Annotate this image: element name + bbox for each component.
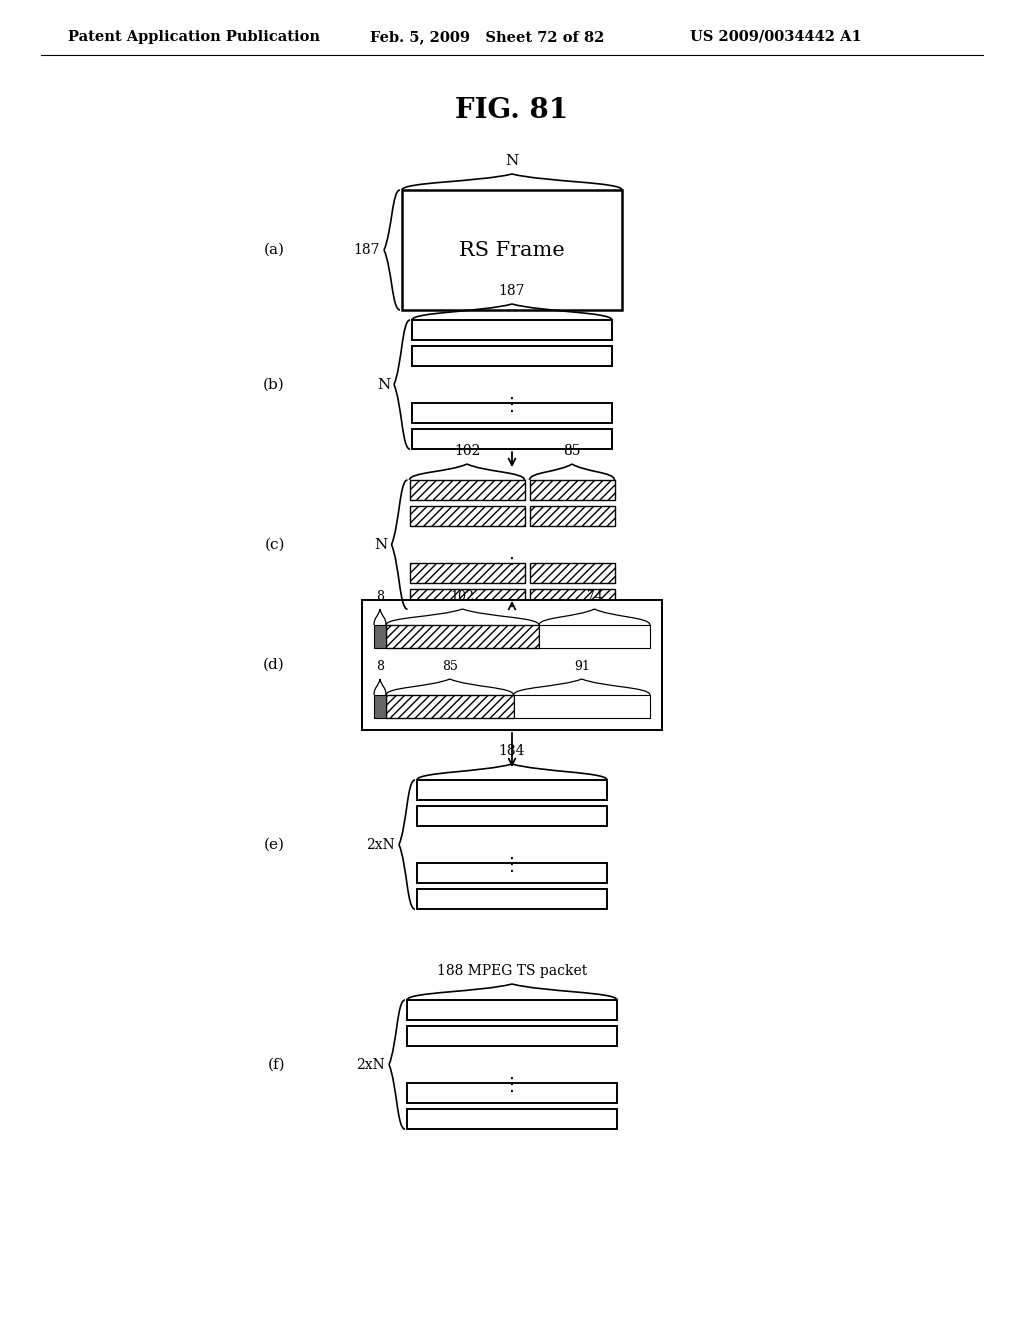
FancyBboxPatch shape xyxy=(412,403,612,424)
FancyBboxPatch shape xyxy=(529,480,614,500)
Text: (f): (f) xyxy=(267,1057,285,1072)
FancyBboxPatch shape xyxy=(410,480,524,500)
Text: 102: 102 xyxy=(454,444,480,458)
Text: Patent Application Publication: Patent Application Publication xyxy=(68,30,319,44)
Text: 85: 85 xyxy=(563,444,581,458)
FancyBboxPatch shape xyxy=(417,807,607,826)
Text: Feb. 5, 2009   Sheet 72 of 82: Feb. 5, 2009 Sheet 72 of 82 xyxy=(370,30,604,44)
FancyBboxPatch shape xyxy=(412,346,612,366)
Text: (b): (b) xyxy=(263,378,285,392)
Text: 188 MPEG TS packet: 188 MPEG TS packet xyxy=(437,964,587,978)
FancyBboxPatch shape xyxy=(386,696,513,718)
FancyBboxPatch shape xyxy=(374,624,386,648)
FancyBboxPatch shape xyxy=(513,696,650,718)
FancyBboxPatch shape xyxy=(410,589,524,610)
Text: FIG. 81: FIG. 81 xyxy=(456,96,568,124)
Text: 184: 184 xyxy=(499,744,525,758)
FancyBboxPatch shape xyxy=(402,190,622,310)
Text: 187: 187 xyxy=(499,284,525,298)
Text: (c): (c) xyxy=(264,537,285,552)
FancyBboxPatch shape xyxy=(407,1001,617,1020)
Text: N: N xyxy=(506,154,518,168)
FancyBboxPatch shape xyxy=(412,319,612,341)
Text: 2xN: 2xN xyxy=(356,1057,385,1072)
FancyBboxPatch shape xyxy=(529,564,614,583)
Text: 74: 74 xyxy=(587,590,602,603)
Text: N: N xyxy=(377,378,390,392)
Text: ⋮: ⋮ xyxy=(503,556,521,574)
FancyBboxPatch shape xyxy=(529,589,614,610)
Text: 91: 91 xyxy=(573,660,590,673)
Text: 187: 187 xyxy=(353,243,380,257)
FancyBboxPatch shape xyxy=(362,601,662,730)
FancyBboxPatch shape xyxy=(529,506,614,525)
Text: N: N xyxy=(374,537,387,552)
FancyBboxPatch shape xyxy=(374,696,386,718)
FancyBboxPatch shape xyxy=(417,863,607,883)
FancyBboxPatch shape xyxy=(539,624,650,648)
Text: (d): (d) xyxy=(263,657,285,672)
FancyBboxPatch shape xyxy=(407,1109,617,1129)
Text: 2xN: 2xN xyxy=(367,838,395,851)
FancyBboxPatch shape xyxy=(410,564,524,583)
Text: (e): (e) xyxy=(264,838,285,851)
Text: ⋮: ⋮ xyxy=(503,855,521,874)
Text: (a): (a) xyxy=(264,243,285,257)
FancyBboxPatch shape xyxy=(412,429,612,449)
Text: US 2009/0034442 A1: US 2009/0034442 A1 xyxy=(690,30,862,44)
FancyBboxPatch shape xyxy=(386,624,539,648)
Text: 8: 8 xyxy=(376,590,384,603)
Text: ⋮: ⋮ xyxy=(503,396,521,414)
FancyBboxPatch shape xyxy=(407,1026,617,1045)
FancyBboxPatch shape xyxy=(417,780,607,800)
FancyBboxPatch shape xyxy=(410,506,524,525)
Text: 85: 85 xyxy=(441,660,458,673)
FancyBboxPatch shape xyxy=(417,890,607,909)
Text: ⋮: ⋮ xyxy=(503,1076,521,1094)
Text: RS Frame: RS Frame xyxy=(459,240,565,260)
Text: 102: 102 xyxy=(451,590,474,603)
FancyBboxPatch shape xyxy=(407,1084,617,1104)
Text: 8: 8 xyxy=(376,660,384,673)
